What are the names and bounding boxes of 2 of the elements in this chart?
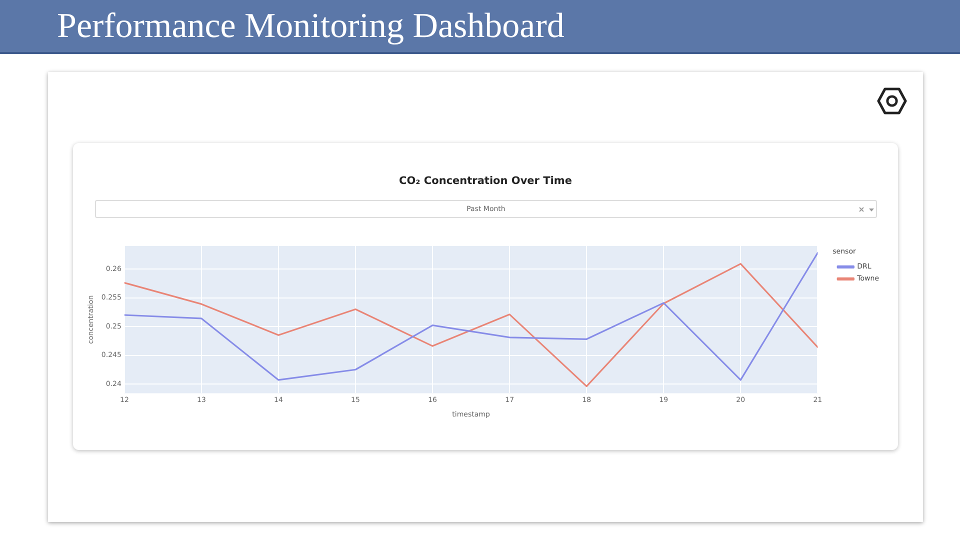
chart-title: Performance Monitoring Dashboard — [57, 6, 564, 46]
chart-subtitle: CO₂ Concentration Over Time — [398, 174, 573, 188]
